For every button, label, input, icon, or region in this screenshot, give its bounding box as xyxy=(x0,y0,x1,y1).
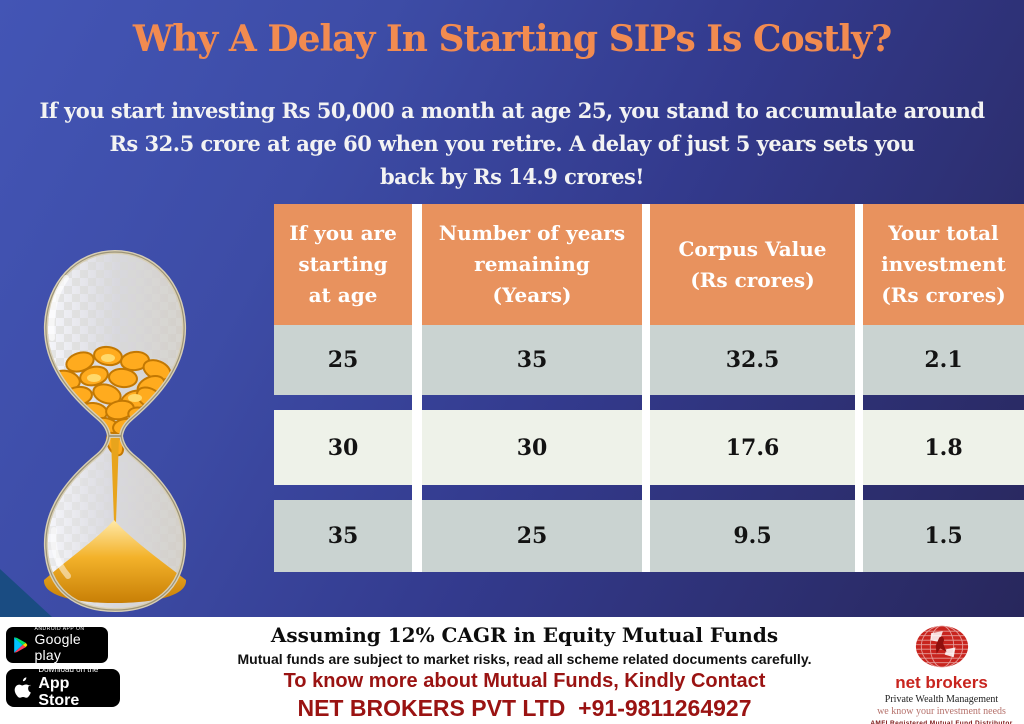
sip-delay-table: If you are starting at age Number of yea… xyxy=(274,204,1024,572)
table-cell: 32.5 xyxy=(650,325,855,395)
table-cell: 30 xyxy=(422,410,642,485)
app-store-badge[interactable]: Download on the App Store xyxy=(6,665,120,710)
company-phone-text: NET BROKERS PVT LTD +91-9811264927 xyxy=(297,695,752,721)
column-divider xyxy=(412,204,422,572)
logo-tagline: Private Wealth Management xyxy=(884,693,999,705)
table-cell: 2.1 xyxy=(863,325,1024,395)
disclaimer-text: Mutual funds are subject to market risks… xyxy=(237,651,812,667)
logo-registration: AMFI Registered Mutual Fund Distributor xyxy=(870,719,1013,724)
assumption-text: Assuming 12% CAGR in Equity Mutual Funds xyxy=(270,623,779,647)
table-cell: 9.5 xyxy=(650,500,855,572)
page-title: Why A Delay In Starting SIPs Is Costly? xyxy=(132,18,892,60)
table-header-starting-age: If you are starting at age xyxy=(274,204,412,325)
intro-text: If you start investing Rs 50,000 a month… xyxy=(39,98,985,189)
footer-bar: ANDROID APP ON Google play Download on t… xyxy=(0,617,1024,724)
table-cell: 17.6 xyxy=(650,410,855,485)
apple-icon xyxy=(14,676,31,698)
netbrokers-logo: net brokers Private Wealth Management we… xyxy=(859,617,1024,724)
table-cell: 25 xyxy=(274,325,412,395)
table-cell: 1.5 xyxy=(863,500,1024,572)
badge-small-label: ANDROID APP ON xyxy=(34,625,85,632)
table-cell: 25 xyxy=(422,500,642,572)
badge-large-label: App Store xyxy=(38,674,80,710)
hourglass-coins-illustration xyxy=(43,249,187,613)
contact-text: To know more about Mutual Funds, Kindly … xyxy=(283,670,766,692)
table-header-total-investment: Your total investment (Rs crores) xyxy=(863,204,1024,325)
table-cell: 35 xyxy=(422,325,642,395)
badge-large-label: Google play xyxy=(34,631,81,663)
globe-icon xyxy=(915,625,968,668)
column-divider xyxy=(855,204,863,572)
google-play-badge[interactable]: ANDROID APP ON Google play xyxy=(6,625,108,663)
table-header-corpus-value: Corpus Value (Rs crores) xyxy=(650,204,855,325)
table-cell: 35 xyxy=(274,500,412,572)
table-header-years-remaining: Number of years remaining (Years) xyxy=(422,204,642,325)
table-cell: 30 xyxy=(274,410,412,485)
footer-text-block: Assuming 12% CAGR in Equity Mutual Funds… xyxy=(190,617,859,724)
logo-slogan: we know your investment needs xyxy=(877,705,1006,717)
play-triangle-icon xyxy=(14,637,28,653)
store-badges: ANDROID APP ON Google play Download on t… xyxy=(0,617,190,724)
logo-name: net brokers xyxy=(895,673,988,692)
badge-small-label: Download on the xyxy=(38,665,99,675)
table-cell: 1.8 xyxy=(863,410,1024,485)
column-divider xyxy=(642,204,650,572)
